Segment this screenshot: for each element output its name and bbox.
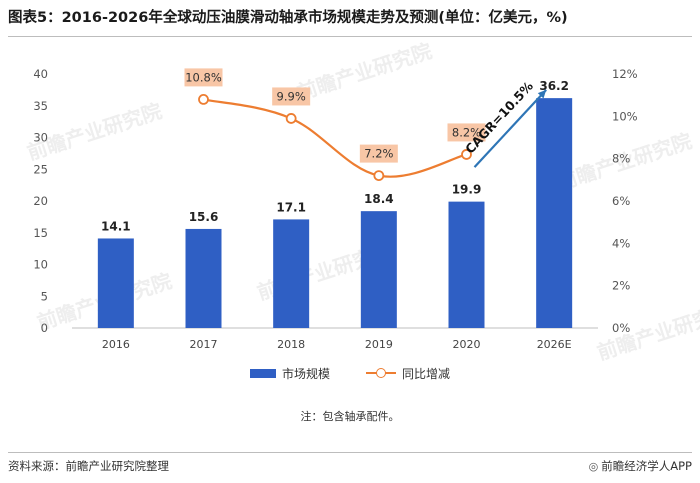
bar-value-label: 15.6 — [189, 210, 219, 224]
bar-value-label: 18.4 — [364, 192, 394, 206]
watermark-text: 前瞻产业研究院 — [294, 40, 435, 105]
legend-label-market-size: 市场规模 — [281, 366, 330, 381]
line-value-label: 9.9% — [277, 89, 306, 103]
y-right-tick-label: 4% — [612, 236, 630, 250]
x-tick-label: 2020 — [453, 338, 481, 351]
y-right-tick-label: 2% — [612, 279, 630, 293]
y-right-tick-label: 6% — [612, 194, 630, 208]
bar — [185, 228, 222, 328]
chart-note: 注：包含轴承配件。 — [300, 410, 400, 423]
legend-line-swatch — [366, 367, 396, 379]
y-left-tick-label: 25 — [33, 162, 48, 176]
y-left-tick-label: 0 — [41, 321, 48, 335]
line-marker — [461, 149, 472, 160]
cagr-arrow-head — [537, 89, 547, 99]
y-left-tick-label: 40 — [33, 67, 48, 81]
line-label-box — [272, 87, 311, 106]
yoy-line — [203, 98, 467, 178]
legend-bar-swatch — [249, 368, 276, 378]
source-text: 资料来源：前瞻产业研究院整理 — [8, 459, 169, 473]
bar-value-label: 17.1 — [276, 200, 306, 214]
title-divider — [8, 36, 692, 37]
bar-value-label: 14.1 — [101, 219, 131, 233]
bar — [273, 219, 310, 328]
y-left-tick-label: 30 — [33, 131, 48, 145]
cagr-arrow-line — [473, 89, 547, 168]
footer-divider — [8, 452, 692, 453]
legend-item-market-size: 市场规模 — [249, 364, 330, 382]
chart-legend: 市场规模 同比增减 — [0, 364, 700, 382]
line-marker — [285, 113, 297, 124]
y-right-tick-label: 10% — [612, 109, 638, 123]
line-marker — [198, 94, 209, 105]
y-right-tick-label: 12% — [612, 67, 638, 81]
bar — [536, 98, 573, 328]
bar-value-label: 36.2 — [539, 79, 569, 93]
y-left-tick-label: 35 — [33, 99, 48, 113]
bar — [448, 201, 485, 328]
x-tick-label: 2026E — [537, 338, 572, 351]
line-label-box — [184, 68, 223, 87]
chart-svg: 前瞻产业研究院前瞻产业研究院前瞻产业研究院前瞻产业研究院前瞻产业研究院前瞻产业研… — [24, 39, 700, 365]
line-label-box — [359, 144, 398, 163]
y-left-tick-label: 15 — [33, 226, 48, 240]
brand-text: 前瞻经济学人APP — [601, 459, 692, 473]
legend-label-yoy: 同比增减 — [402, 366, 451, 381]
legend-item-yoy: 同比增减 — [366, 364, 450, 382]
y-left-tick-label: 5 — [41, 289, 48, 303]
line-value-label: 7.2% — [364, 147, 393, 161]
brand-mark: ◎ 前瞻经济学人APP — [589, 458, 692, 474]
y-left-tick-label: 20 — [33, 194, 48, 208]
y-left-tick-label: 10 — [33, 258, 48, 272]
chart-area: 前瞻产业研究院前瞻产业研究院前瞻产业研究院前瞻产业研究院前瞻产业研究院前瞻产业研… — [0, 39, 700, 400]
line-value-label: 8.2% — [452, 125, 481, 139]
watermark-text: 前瞻产业研究院 — [594, 299, 700, 365]
cagr-annotation: CAGR=10.5% — [462, 78, 536, 156]
bar-value-label: 19.9 — [452, 183, 482, 197]
bar — [360, 211, 397, 328]
brand-logo-icon: ◎ — [588, 459, 599, 473]
chart-title: 图表5：2016-2026年全球动压油膜滑动轴承市场规模走势及预测(单位：亿美元… — [8, 10, 568, 26]
bar — [97, 238, 134, 328]
x-tick-label: 2019 — [365, 338, 393, 351]
x-tick-label: 2018 — [277, 338, 305, 351]
x-tick-label: 2016 — [102, 338, 130, 351]
line-label-box — [447, 123, 486, 142]
y-right-tick-label: 0% — [612, 321, 630, 335]
y-right-tick-label: 8% — [612, 152, 630, 166]
line-marker — [373, 170, 385, 182]
x-tick-label: 2017 — [190, 338, 218, 351]
line-value-label: 10.8% — [185, 70, 222, 84]
